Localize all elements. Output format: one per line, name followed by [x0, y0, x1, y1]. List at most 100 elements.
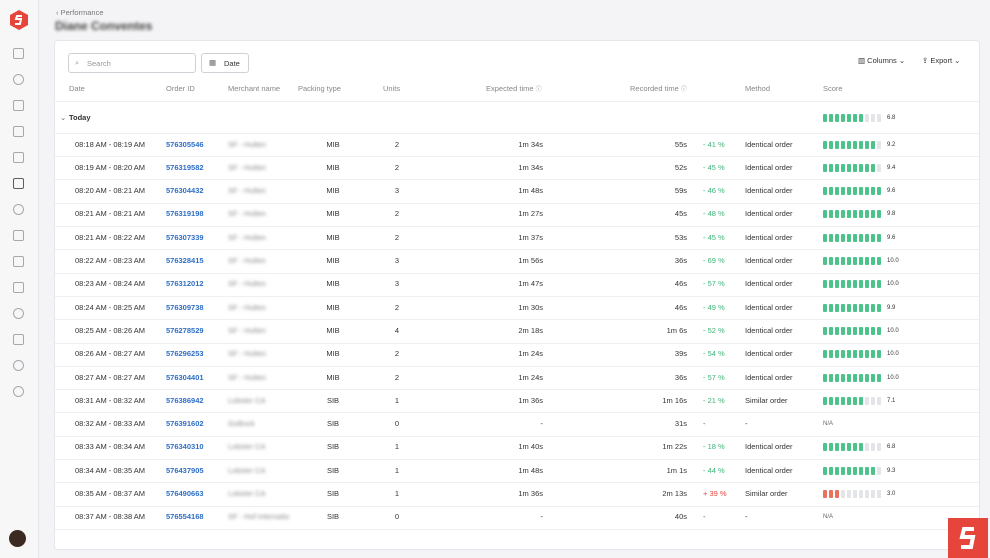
order-id[interactable]: 576554168 — [166, 512, 204, 522]
score-segment — [841, 326, 845, 335]
columns-text: Columns — [867, 56, 897, 65]
nav-icon[interactable] — [13, 126, 24, 137]
order-id[interactable]: 576307339 — [166, 232, 204, 242]
order-id[interactable]: 576386942 — [166, 395, 204, 405]
order-id[interactable]: 576312012 — [166, 279, 204, 289]
nav-icon[interactable] — [13, 230, 24, 241]
score-segment — [829, 396, 833, 405]
avatar[interactable] — [9, 530, 26, 547]
columns-button[interactable]: ▥ Columns ⌄ — [858, 56, 906, 65]
group-toggle[interactable]: ⌄ — [60, 113, 67, 122]
order-id[interactable]: 576319198 — [166, 209, 204, 219]
date-button[interactable]: ▦ Date — [201, 53, 249, 73]
time-diff: - 21 % — [703, 395, 725, 405]
packing-type: MIB — [326, 349, 340, 359]
expected-time: 1m 30s — [518, 302, 543, 312]
score-segment — [859, 187, 863, 196]
order-id[interactable]: 576309738 — [166, 302, 204, 312]
time-diff: - 57 % — [703, 372, 725, 382]
search-box[interactable]: ⌕ Search — [68, 53, 196, 73]
method: Similar order — [745, 489, 788, 498]
nav-icon[interactable] — [13, 48, 24, 59]
score-segment — [847, 114, 851, 122]
column-header[interactable]: Expected time ⓘ — [486, 84, 542, 93]
breadcrumb[interactable]: ‹ Performance — [56, 8, 104, 17]
score-segment — [853, 373, 857, 382]
export-button[interactable]: ⇪ Export ⌄ — [922, 56, 961, 65]
score-segment — [823, 396, 827, 405]
column-header[interactable]: Order ID — [166, 84, 195, 93]
score-segment — [853, 303, 857, 312]
score-segment — [829, 350, 833, 359]
breadcrumb-text[interactable]: Performance — [60, 8, 104, 17]
score-segment — [859, 257, 863, 265]
merchant: SF - Hulten — [228, 209, 266, 219]
score-segment — [865, 210, 869, 219]
score-value: N/A — [823, 421, 834, 428]
nav-icon[interactable] — [13, 360, 24, 371]
score-segment — [859, 303, 863, 312]
score-segment — [835, 326, 839, 335]
score-segment — [835, 466, 839, 475]
score-segment — [835, 140, 839, 149]
packing-type: MIB — [326, 279, 340, 289]
score-segment — [871, 163, 875, 172]
column-header[interactable]: Recorded time ⓘ — [630, 84, 687, 93]
nav-icon[interactable] — [13, 386, 24, 397]
score-segment — [823, 443, 827, 452]
date: 08:27 AM - 08:27 AM — [75, 372, 146, 382]
table-card: ⌕ Search ▦ Date ▥ Columns ⌄ ⇪ Export ⌄ D… — [54, 40, 980, 550]
nav-icon[interactable] — [13, 74, 24, 85]
method: - — [745, 419, 748, 429]
score-value: 6.8 — [887, 444, 896, 451]
order-id[interactable]: 576391602 — [166, 419, 204, 429]
score-segment — [871, 114, 875, 122]
score-value: 9.6 — [887, 188, 896, 195]
column-header[interactable]: Score — [823, 84, 843, 93]
nav-icon[interactable] — [13, 334, 24, 345]
row-divider — [55, 272, 979, 274]
merchant: Lobster CA — [228, 395, 266, 405]
date: 08:37 AM - 08:38 AM — [75, 512, 146, 522]
nav-icon[interactable] — [13, 256, 24, 267]
group-label[interactable]: Today — [69, 113, 91, 122]
score-segment — [871, 257, 875, 265]
nav-icon[interactable] — [13, 308, 24, 319]
recorded-time: 53s — [674, 232, 687, 242]
order-id[interactable]: 576319582 — [166, 162, 204, 172]
order-id[interactable]: 576328415 — [166, 256, 204, 265]
units: 0 — [394, 512, 400, 522]
packing-type: MIB — [326, 162, 340, 172]
score-segment — [823, 114, 827, 122]
column-header[interactable]: Method — [745, 84, 771, 93]
order-id[interactable]: 576490663 — [166, 489, 204, 498]
column-header[interactable]: Units — [383, 84, 401, 93]
order-id[interactable]: 576304432 — [166, 186, 204, 196]
column-header[interactable]: Merchant name — [228, 84, 281, 93]
nav-icon[interactable] — [13, 178, 24, 189]
score-segment — [865, 350, 869, 359]
score-segment — [865, 326, 869, 335]
order-id[interactable]: 576278529 — [166, 325, 204, 335]
order-id[interactable]: 576305546 — [166, 139, 204, 149]
score-segment — [877, 303, 881, 312]
order-id[interactable]: 576340310 — [166, 442, 204, 452]
score-segment — [841, 303, 845, 312]
score-segment — [823, 490, 827, 498]
packing-type: MIB — [326, 302, 340, 312]
order-id[interactable]: 576437905 — [166, 465, 204, 475]
column-header[interactable]: Packing type — [298, 84, 341, 93]
order-id[interactable]: 576296253 — [166, 349, 204, 359]
row-divider — [55, 435, 979, 437]
merchant: SF - Hulten — [228, 279, 266, 289]
logo[interactable] — [8, 9, 30, 31]
column-header[interactable]: Date — [69, 84, 85, 93]
nav-icon[interactable] — [13, 152, 24, 163]
nav-icon[interactable] — [13, 204, 24, 215]
score-value: 9.9 — [887, 304, 896, 311]
nav-icon[interactable] — [13, 100, 24, 111]
order-id[interactable]: 576304401 — [166, 372, 204, 382]
row-divider — [55, 226, 979, 228]
nav-icon[interactable] — [13, 282, 24, 293]
